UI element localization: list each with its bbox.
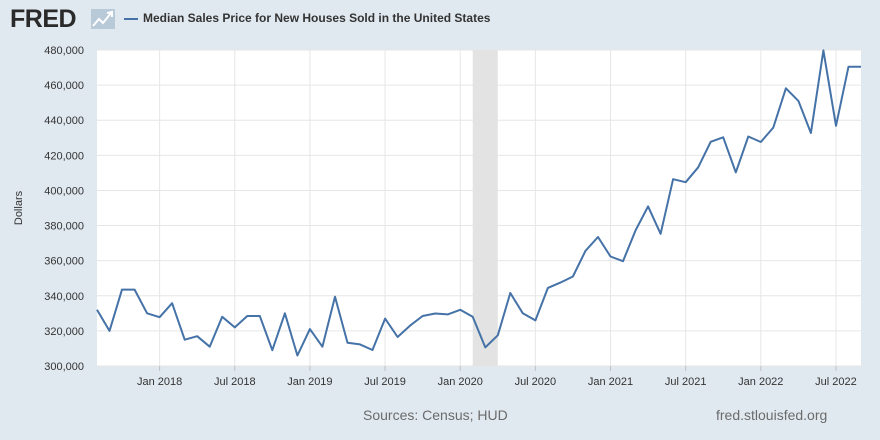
x-tick-label: Jan 2021 <box>588 376 633 388</box>
y-tick-label: 360,000 <box>44 256 84 268</box>
y-tick-label: 480,000 <box>44 45 84 57</box>
x-tick-label: Jan 2018 <box>137 376 182 388</box>
fred-chart-icon <box>91 9 115 29</box>
y-tick-label: 300,000 <box>44 361 84 373</box>
y-tick-label: 440,000 <box>44 115 84 127</box>
y-axis-label: Dollars <box>13 190 25 225</box>
y-tick-label: 420,000 <box>44 150 84 162</box>
x-tick-label: Jul 2022 <box>815 376 857 388</box>
x-tick-label: Jan 2020 <box>438 376 483 388</box>
x-tick-label: Jul 2018 <box>214 376 256 388</box>
y-tick-label: 340,000 <box>44 291 84 303</box>
recession-band <box>472 50 498 366</box>
sources-note: Sources: Census; HUD <box>363 407 508 423</box>
y-tick-label: 320,000 <box>44 326 84 338</box>
chart-header: FRED Median Sales Price for New Houses S… <box>0 0 880 40</box>
legend-swatch <box>124 18 138 20</box>
x-tick-label: Jul 2020 <box>515 376 557 388</box>
x-tick-label: Jan 2022 <box>738 376 783 388</box>
legend-label[interactable]: Median Sales Price for New Houses Sold i… <box>143 11 491 25</box>
y-tick-label: 400,000 <box>44 185 84 197</box>
y-tick-label: 380,000 <box>44 221 84 233</box>
series-line <box>96 49 861 357</box>
x-tick-label: Jul 2021 <box>665 376 707 388</box>
y-tick-label: 460,000 <box>44 80 84 92</box>
site-link[interactable]: fred.stlouisfed.org <box>716 407 828 423</box>
x-tick-label: Jul 2019 <box>364 376 406 388</box>
fred-logo[interactable]: FRED <box>10 5 77 33</box>
x-tick-label: Jan 2019 <box>287 376 332 388</box>
